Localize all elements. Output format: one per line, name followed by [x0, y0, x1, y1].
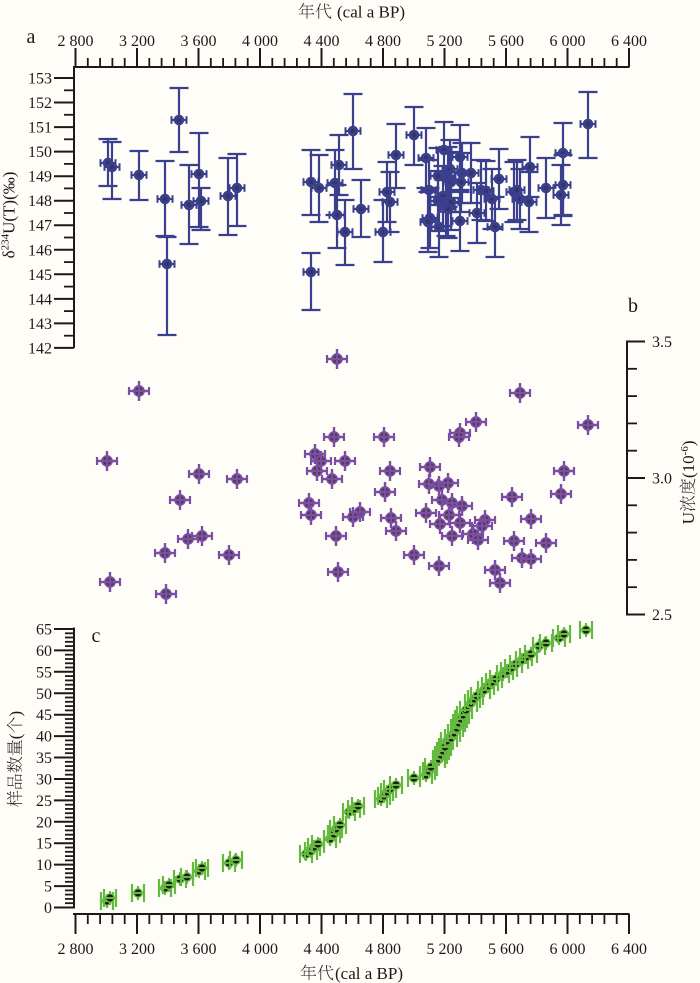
svg-text:3 200: 3 200 — [119, 33, 155, 50]
svg-text:143: 143 — [28, 316, 52, 333]
svg-text:25: 25 — [36, 793, 52, 810]
svg-text:(cal a BP): (cal a BP) — [335, 964, 403, 983]
svg-text:5 600: 5 600 — [488, 941, 524, 958]
svg-text:): ) — [6, 711, 25, 717]
svg-text:146: 146 — [28, 242, 52, 259]
svg-text:5 600: 5 600 — [488, 33, 524, 50]
svg-text:a: a — [27, 26, 36, 48]
svg-text:6 400: 6 400 — [611, 33, 647, 50]
svg-text:60: 60 — [36, 643, 52, 660]
svg-text:142: 142 — [28, 340, 52, 357]
svg-text:149: 149 — [28, 169, 52, 186]
svg-text:15: 15 — [36, 836, 52, 853]
svg-text:6 400: 6 400 — [611, 941, 647, 958]
svg-text:(cal a BP): (cal a BP) — [337, 3, 405, 22]
svg-text:144: 144 — [28, 291, 52, 308]
svg-text:148: 148 — [28, 193, 52, 210]
svg-text:4 800: 4 800 — [365, 941, 401, 958]
svg-text:2.5: 2.5 — [652, 607, 672, 624]
svg-text:3.5: 3.5 — [652, 334, 672, 351]
svg-text:45: 45 — [36, 707, 52, 724]
svg-text:30: 30 — [36, 772, 52, 789]
svg-text:(10-6): (10-6) — [679, 440, 698, 478]
svg-text:4 800: 4 800 — [365, 33, 401, 50]
svg-text:151: 151 — [28, 120, 52, 137]
svg-text:3 200: 3 200 — [119, 941, 155, 958]
svg-text:3 600: 3 600 — [181, 33, 217, 50]
svg-text:147: 147 — [28, 218, 52, 235]
svg-text:4 400: 4 400 — [304, 941, 340, 958]
svg-text:6 000: 6 000 — [550, 33, 586, 50]
svg-text:4 000: 4 000 — [242, 33, 278, 50]
svg-text:4 000: 4 000 — [242, 941, 278, 958]
svg-text:5 200: 5 200 — [427, 33, 463, 50]
svg-text:35: 35 — [36, 750, 52, 767]
svg-text:0: 0 — [44, 900, 52, 917]
svg-text:145: 145 — [28, 267, 52, 284]
svg-text:2 800: 2 800 — [58, 33, 94, 50]
svg-text:5: 5 — [44, 879, 52, 896]
svg-text:50: 50 — [36, 686, 52, 703]
svg-text:150: 150 — [28, 144, 52, 161]
svg-text:U: U — [679, 512, 698, 524]
svg-text:40: 40 — [36, 729, 52, 746]
svg-text:b: b — [628, 295, 638, 317]
svg-text:3 600: 3 600 — [181, 941, 217, 958]
svg-text:6 000: 6 000 — [550, 941, 586, 958]
svg-text:(: ( — [6, 733, 25, 739]
svg-text:4 400: 4 400 — [304, 33, 340, 50]
svg-text:10: 10 — [36, 857, 52, 874]
svg-text:153: 153 — [28, 71, 52, 88]
svg-text:55: 55 — [36, 664, 52, 681]
svg-text:2 800: 2 800 — [58, 941, 94, 958]
svg-text:152: 152 — [28, 95, 52, 112]
svg-text:20: 20 — [36, 814, 52, 831]
svg-text:c: c — [92, 625, 101, 647]
svg-text:5 200: 5 200 — [427, 941, 463, 958]
svg-text:3.0: 3.0 — [652, 471, 672, 488]
svg-text:65: 65 — [36, 622, 52, 639]
